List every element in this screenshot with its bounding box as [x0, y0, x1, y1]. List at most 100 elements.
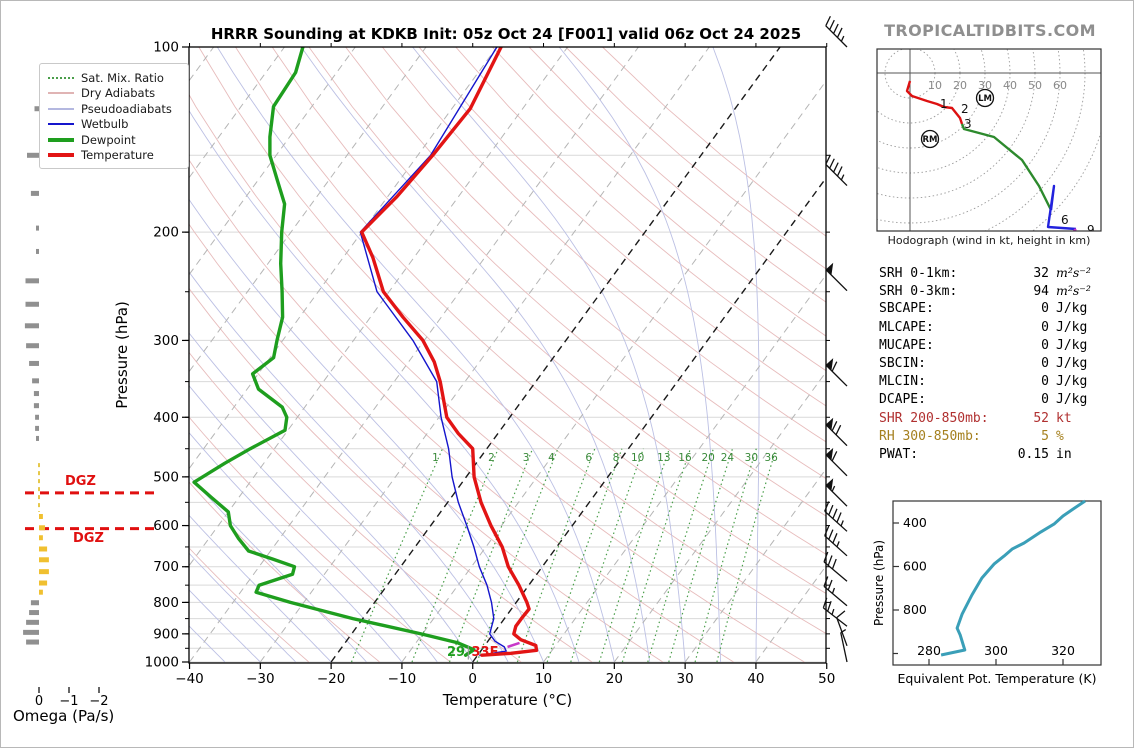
temperature-curve — [360, 47, 539, 657]
stats-value: 52 — [1033, 410, 1049, 426]
mixing-ratio-line — [476, 448, 559, 663]
mixing-ratio-line — [448, 448, 534, 663]
legend-item: Dewpoint — [48, 132, 180, 148]
stats-value: 0 — [1041, 319, 1049, 335]
legend-line-sample — [48, 137, 74, 142]
isotherm-line — [684, 468, 826, 663]
svg-text:10: 10 — [928, 79, 942, 92]
stats-label: RH 300-850mb: — [879, 428, 981, 444]
wind-barb — [824, 525, 848, 557]
omega-bar — [39, 589, 43, 595]
svg-text:3: 3 — [523, 452, 530, 464]
legend-item-label: Temperature — [81, 148, 154, 163]
stats-row: MLCIN: 0 J/kg — [879, 374, 1107, 392]
svg-text:300: 300 — [984, 643, 1008, 658]
svg-text:500: 500 — [153, 469, 179, 485]
omega-bar — [39, 514, 43, 520]
svg-text:20: 20 — [606, 671, 623, 687]
svg-text:600: 600 — [903, 559, 927, 574]
isotherm-line — [543, 274, 826, 663]
dry-adiabat-line — [189, 351, 522, 663]
mixing-ratio-line — [598, 448, 670, 663]
legend-line-sample — [48, 123, 74, 126]
legend-item: Pseudoadiabats — [48, 101, 180, 117]
stats-unit: J/kg — [1056, 392, 1088, 408]
rm-marker — [920, 129, 940, 149]
svg-text:60: 60 — [1053, 79, 1067, 92]
pseudoadiabat-line — [189, 109, 580, 663]
stats-unit: J/kg — [1056, 374, 1088, 390]
svg-text:8: 8 — [613, 452, 620, 464]
stats-row: RH 300-850mb: 5% — [879, 429, 1107, 447]
omega-bar — [29, 610, 39, 616]
legend-line-sample — [48, 92, 74, 95]
omega-bar — [24, 323, 39, 329]
stats-label: SBCIN: — [879, 355, 926, 371]
stats-unit: m²s⁻² — [1056, 265, 1091, 280]
wind-barb — [825, 15, 848, 48]
thetae-pressure-axis-label: Pressure (hPa) — [872, 539, 886, 627]
svg-text:20: 20 — [953, 79, 967, 92]
svg-text:700: 700 — [153, 559, 179, 575]
mixing-ratio-line — [716, 448, 777, 663]
svg-text:−20: −20 — [317, 671, 346, 687]
svg-text:900: 900 — [153, 626, 179, 642]
dry-adiabat-line — [492, 47, 826, 337]
pseudoadiabat-line — [189, 385, 438, 663]
wind-barb — [823, 551, 848, 582]
svg-text:36: 36 — [765, 452, 779, 464]
wind-barb — [836, 610, 848, 647]
svg-text:300: 300 — [153, 333, 179, 349]
site-logo: TROPICALTIDBITS.COM — [884, 21, 1096, 40]
legend-item: Temperature — [48, 148, 180, 164]
wind-barb — [825, 478, 848, 507]
omega-bar — [39, 557, 49, 563]
isotherm-line — [189, 47, 569, 567]
pseudoadiabat-line — [189, 514, 332, 663]
surface-label-divider: | — [466, 645, 471, 660]
svg-text:3: 3 — [964, 117, 972, 131]
svg-text:1000: 1000 — [145, 655, 179, 671]
legend-line-sample — [48, 153, 74, 158]
stats-label: SRH 0-1km: — [879, 266, 958, 281]
stats-unit: in — [1056, 446, 1072, 462]
wetbulb-curve — [359, 47, 507, 656]
thetae-x-axis-label: Equivalent Pot. Temperature (K) — [897, 671, 1097, 686]
omega-bar — [33, 391, 39, 397]
stats-row: SRH 0-1km: 32 m²s⁻² — [879, 265, 1107, 283]
wind-barb-column — [822, 15, 848, 663]
omega-axis-label: Omega (Pa/s) — [13, 707, 115, 725]
pseudoadiabat-line — [189, 431, 403, 663]
isotherm-line — [189, 47, 639, 663]
svg-text:30: 30 — [745, 452, 758, 464]
wind-barb — [825, 358, 848, 387]
stats-value: 0 — [1041, 355, 1049, 371]
svg-text:400: 400 — [153, 410, 179, 426]
dry-adiabat-line — [271, 47, 826, 555]
dry-adiabat-line — [189, 416, 451, 663]
svg-text:40: 40 — [747, 671, 764, 687]
omega-bar — [25, 278, 39, 284]
mixing-ratio-line — [516, 448, 596, 663]
stats-label: MLCAPE: — [879, 319, 934, 335]
omega-bar — [39, 535, 43, 541]
svg-text:LM: LM — [978, 94, 992, 104]
svg-text:100: 100 — [153, 40, 179, 56]
wind-barb — [825, 417, 848, 447]
omega-bar — [36, 435, 39, 441]
dry-adiabat-line — [189, 287, 593, 663]
dgz-lines — [25, 491, 154, 531]
svg-text:6: 6 — [585, 452, 592, 464]
theta-e-curve — [940, 499, 1086, 657]
stats-panel: SRH 0-1km: 32 m²s⁻² SRH 0-3km: 94 m²s⁻² SBCAPE… — [879, 265, 1107, 465]
svg-text:50: 50 — [818, 671, 835, 687]
stats-value: 0 — [1041, 392, 1049, 408]
stats-value: 0 — [1041, 301, 1049, 317]
page-title: HRRR Sounding at KDKB Init: 05z Oct 24 [… — [210, 25, 802, 43]
omega-bar — [36, 248, 39, 254]
dry-adiabat-line — [381, 47, 826, 443]
hodograph-panel: 10 20 30 40 50 60 1 23 6 9 LM RM — [876, 48, 1102, 232]
svg-text:400: 400 — [903, 515, 927, 530]
temperature-axis-label: Temperature (°C) — [442, 691, 573, 709]
surface-value-labels: 29|33F — [447, 645, 498, 660]
